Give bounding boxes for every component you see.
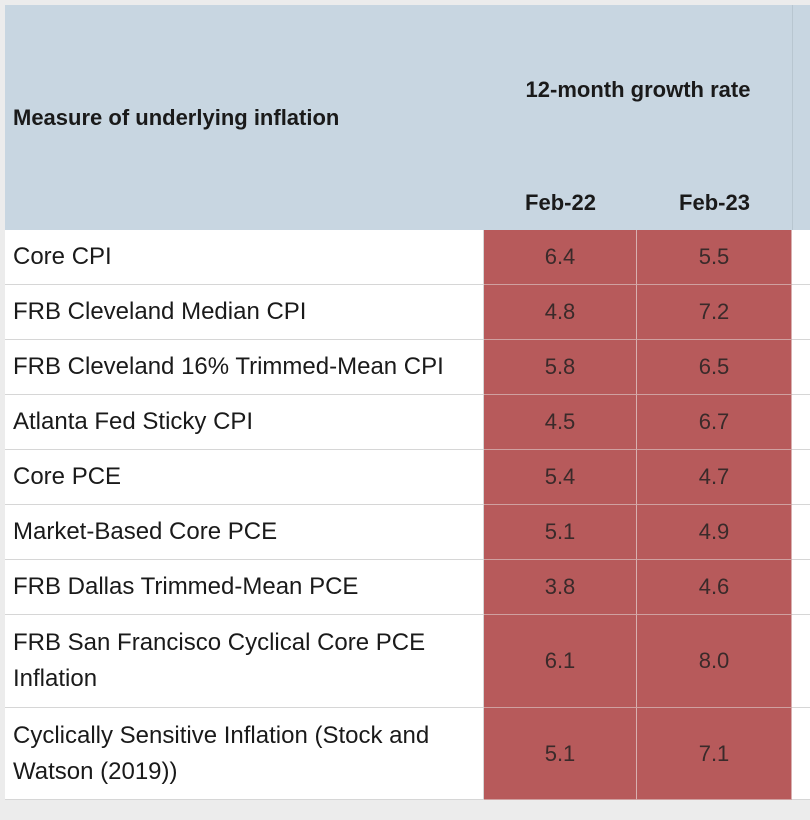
row-edge (792, 230, 810, 285)
row-label: FRB San Francisco Cyclical Core PCE Infl… (5, 615, 484, 708)
value-cell: 5.8 (484, 340, 637, 395)
value-cell: 4.5 (484, 395, 637, 450)
value-cell: 5.4 (484, 450, 637, 505)
column-header: Feb-23 (637, 175, 792, 230)
value-cell: 7.1 (637, 708, 792, 800)
row-label: Cyclically Sensitive Inflation (Stock an… (5, 708, 484, 800)
row-label: FRB Cleveland 16% Trimmed-Mean CPI (5, 340, 484, 395)
row-edge (792, 505, 810, 560)
value-cell: 4.6 (637, 560, 792, 615)
value-cell: 4.7 (637, 450, 792, 505)
value-cell: 6.1 (484, 615, 637, 708)
value-cell: 6.7 (637, 395, 792, 450)
row-label: FRB Dallas Trimmed-Mean PCE (5, 560, 484, 615)
header-group: 12-month growth rate (484, 5, 792, 175)
row-edge (792, 395, 810, 450)
value-cell: 4.9 (637, 505, 792, 560)
row-label: Market-Based Core PCE (5, 505, 484, 560)
row-label: Core PCE (5, 450, 484, 505)
value-cell: 5.1 (484, 708, 637, 800)
row-label: Core CPI (5, 230, 484, 285)
value-cell: 5.1 (484, 505, 637, 560)
column-header: Feb-22 (484, 175, 637, 230)
row-edge (792, 285, 810, 340)
value-cell: 8.0 (637, 615, 792, 708)
header-edge (792, 5, 810, 230)
row-label: Atlanta Fed Sticky CPI (5, 395, 484, 450)
value-cell: 3.8 (484, 560, 637, 615)
row-edge (792, 708, 810, 800)
value-cell: 6.4 (484, 230, 637, 285)
row-edge (792, 560, 810, 615)
value-cell: 7.2 (637, 285, 792, 340)
header-measure: Measure of underlying inflation (5, 5, 484, 230)
row-edge (792, 615, 810, 708)
row-edge (792, 450, 810, 505)
row-edge (792, 340, 810, 395)
value-cell: 6.5 (637, 340, 792, 395)
value-cell: 4.8 (484, 285, 637, 340)
row-label: FRB Cleveland Median CPI (5, 285, 484, 340)
value-cell: 5.5 (637, 230, 792, 285)
